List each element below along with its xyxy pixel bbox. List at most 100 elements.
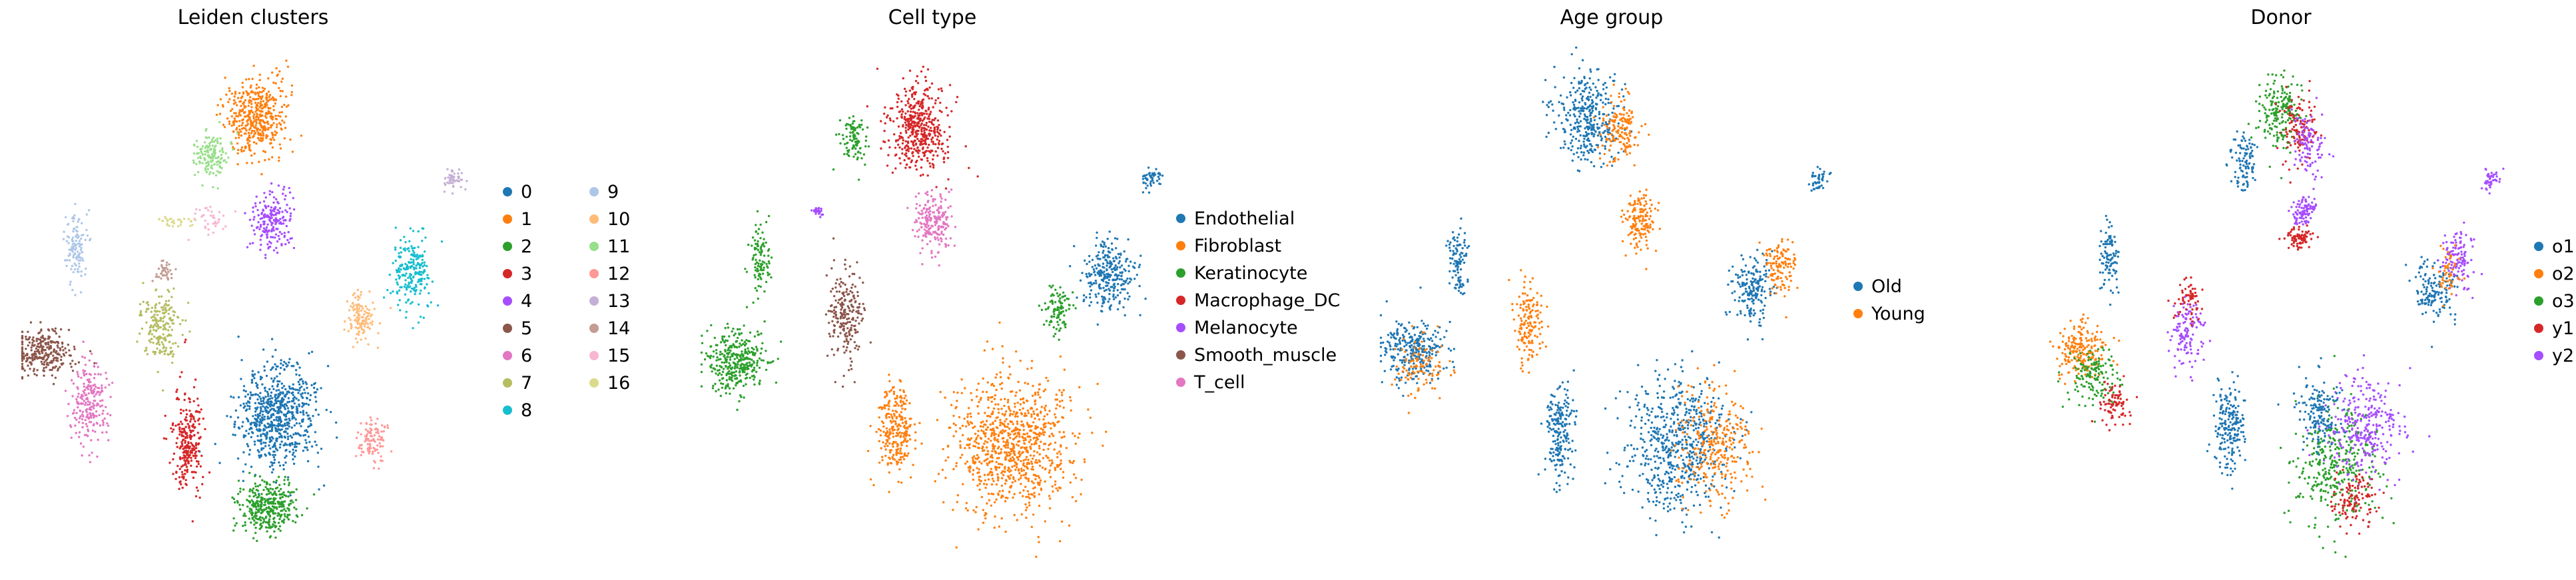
data-point: [200, 152, 203, 154]
data-point: [900, 452, 903, 455]
data-point: [270, 368, 272, 372]
data-point: [220, 166, 223, 170]
data-point: [283, 186, 286, 188]
data-point: [33, 356, 36, 359]
data-point: [371, 320, 374, 323]
point-cluster-4: [244, 182, 296, 259]
data-point: [1022, 407, 1024, 410]
data-point: [163, 315, 166, 318]
data-point: [418, 272, 421, 274]
data-point: [1038, 447, 1041, 449]
data-point: [1030, 360, 1034, 362]
data-point: [901, 408, 904, 410]
data-point: [966, 416, 969, 418]
data-point: [360, 453, 362, 457]
data-point: [1060, 459, 1062, 462]
data-point: [1108, 230, 1111, 233]
data-point: [271, 464, 274, 467]
data-point: [269, 409, 272, 412]
data-point: [1026, 450, 1029, 453]
data-point: [106, 412, 109, 416]
data-point: [315, 400, 318, 403]
data-point: [253, 377, 256, 380]
data-point: [1000, 376, 1002, 379]
data-point: [162, 347, 164, 350]
data-point: [1074, 442, 1077, 445]
data-point: [246, 404, 249, 408]
data-point: [278, 122, 281, 125]
data-point: [244, 463, 247, 465]
data-point: [417, 246, 420, 248]
data-point: [262, 348, 265, 351]
data-point: [286, 407, 290, 410]
data-point: [263, 103, 266, 106]
data-point: [1022, 495, 1024, 497]
data-point: [982, 426, 985, 428]
data-point: [278, 111, 281, 114]
data-point: [154, 304, 157, 307]
data-point: [105, 378, 108, 380]
data-point: [1058, 450, 1061, 453]
data-point: [366, 314, 370, 317]
data-point: [95, 393, 97, 396]
data-point: [161, 308, 164, 312]
data-point: [947, 456, 950, 459]
data-point: [286, 65, 290, 69]
data-point: [231, 496, 234, 499]
data-point: [280, 232, 283, 235]
data-point: [101, 412, 104, 415]
data-point: [984, 412, 986, 414]
data-point: [86, 378, 89, 382]
data-point: [983, 459, 986, 462]
data-point: [21, 362, 24, 366]
data-point: [1116, 289, 1119, 292]
data-point: [290, 387, 293, 390]
data-point: [250, 378, 254, 382]
data-point: [314, 396, 317, 398]
data-point: [291, 411, 294, 414]
data-point: [1107, 247, 1110, 250]
data-point: [1030, 467, 1033, 471]
data-point: [446, 181, 449, 184]
data-point: [75, 239, 77, 242]
data-point: [1006, 454, 1009, 457]
data-point: [242, 406, 245, 409]
data-point: [272, 201, 275, 204]
data-point: [1054, 483, 1057, 486]
data-point: [97, 387, 101, 390]
data-point: [1054, 480, 1057, 483]
data-point: [184, 426, 187, 428]
legend-label: 15: [607, 346, 630, 366]
data-point: [1139, 254, 1142, 257]
data-point: [243, 133, 246, 135]
data-point: [258, 475, 262, 478]
data-point: [300, 386, 303, 388]
data-point: [78, 431, 81, 434]
data-point: [373, 308, 376, 310]
data-point: [982, 420, 984, 423]
data-point: [204, 206, 207, 210]
data-point: [405, 288, 408, 291]
data-point: [1141, 191, 1145, 194]
data-point: [272, 468, 274, 471]
data-point: [302, 420, 304, 423]
data-point: [228, 123, 231, 125]
data-point: [937, 473, 940, 475]
data-point: [204, 153, 206, 156]
data-point: [90, 386, 93, 389]
data-point: [1108, 262, 1111, 265]
data-point: [466, 180, 468, 182]
data-point: [248, 136, 252, 139]
data-point: [1145, 186, 1147, 190]
data-point: [212, 216, 214, 219]
data-point: [269, 138, 272, 141]
data-point: [216, 187, 219, 190]
data-point: [89, 384, 92, 388]
data-point: [155, 273, 158, 276]
data-point: [77, 254, 81, 257]
data-point: [1060, 436, 1063, 439]
data-point: [1019, 398, 1022, 401]
data-point: [282, 219, 285, 222]
data-point: [232, 396, 235, 399]
data-point: [1112, 270, 1114, 274]
